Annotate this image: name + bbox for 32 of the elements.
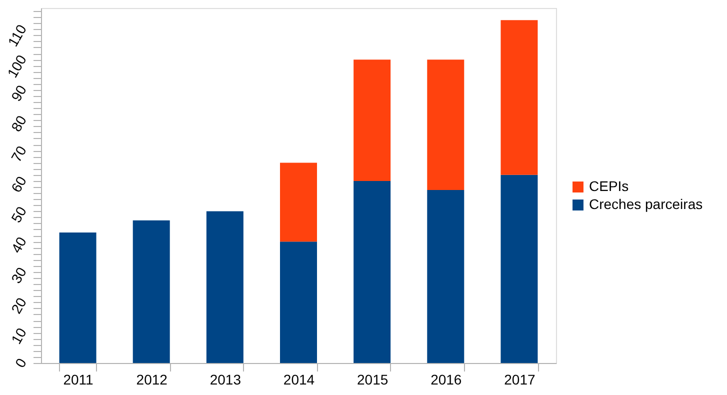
y-tick-label: 90 <box>8 82 30 104</box>
y-tick-label: 60 <box>8 173 30 195</box>
bar <box>427 60 464 190</box>
y-tick-label: 10 <box>8 324 30 347</box>
y-tick-label: 80 <box>8 112 30 134</box>
y-tick-label: 110 <box>4 22 30 50</box>
x-tick-label: 2015 <box>356 372 388 388</box>
bar <box>206 211 244 363</box>
y-tick-label: 100 <box>4 52 30 80</box>
y-tick-label: 0 <box>12 355 30 370</box>
bar <box>354 180 391 363</box>
y-tick-label: 70 <box>8 142 30 165</box>
bar <box>280 162 317 242</box>
x-tick-label: 2013 <box>210 372 242 388</box>
bar <box>354 60 391 181</box>
bar <box>132 220 170 363</box>
y-tick-label: 50 <box>8 204 30 226</box>
y-tick-label: 40 <box>8 234 30 256</box>
x-tick-label: 2012 <box>136 372 168 388</box>
bar <box>427 190 464 363</box>
legend-label: Creches parceiras <box>589 196 703 212</box>
bar <box>500 174 538 363</box>
x-tick-label: 2017 <box>504 372 536 388</box>
x-tick-label: 2016 <box>430 372 462 388</box>
bar <box>500 20 538 175</box>
y-tick-label: 20 <box>8 294 30 316</box>
bar <box>59 232 96 363</box>
x-tick-label: 2011 <box>63 372 94 388</box>
x-tick-label: 2014 <box>283 372 315 388</box>
legend-label: CEPIs <box>589 178 629 194</box>
y-tick-label: 30 <box>8 264 30 286</box>
bar <box>280 242 317 363</box>
